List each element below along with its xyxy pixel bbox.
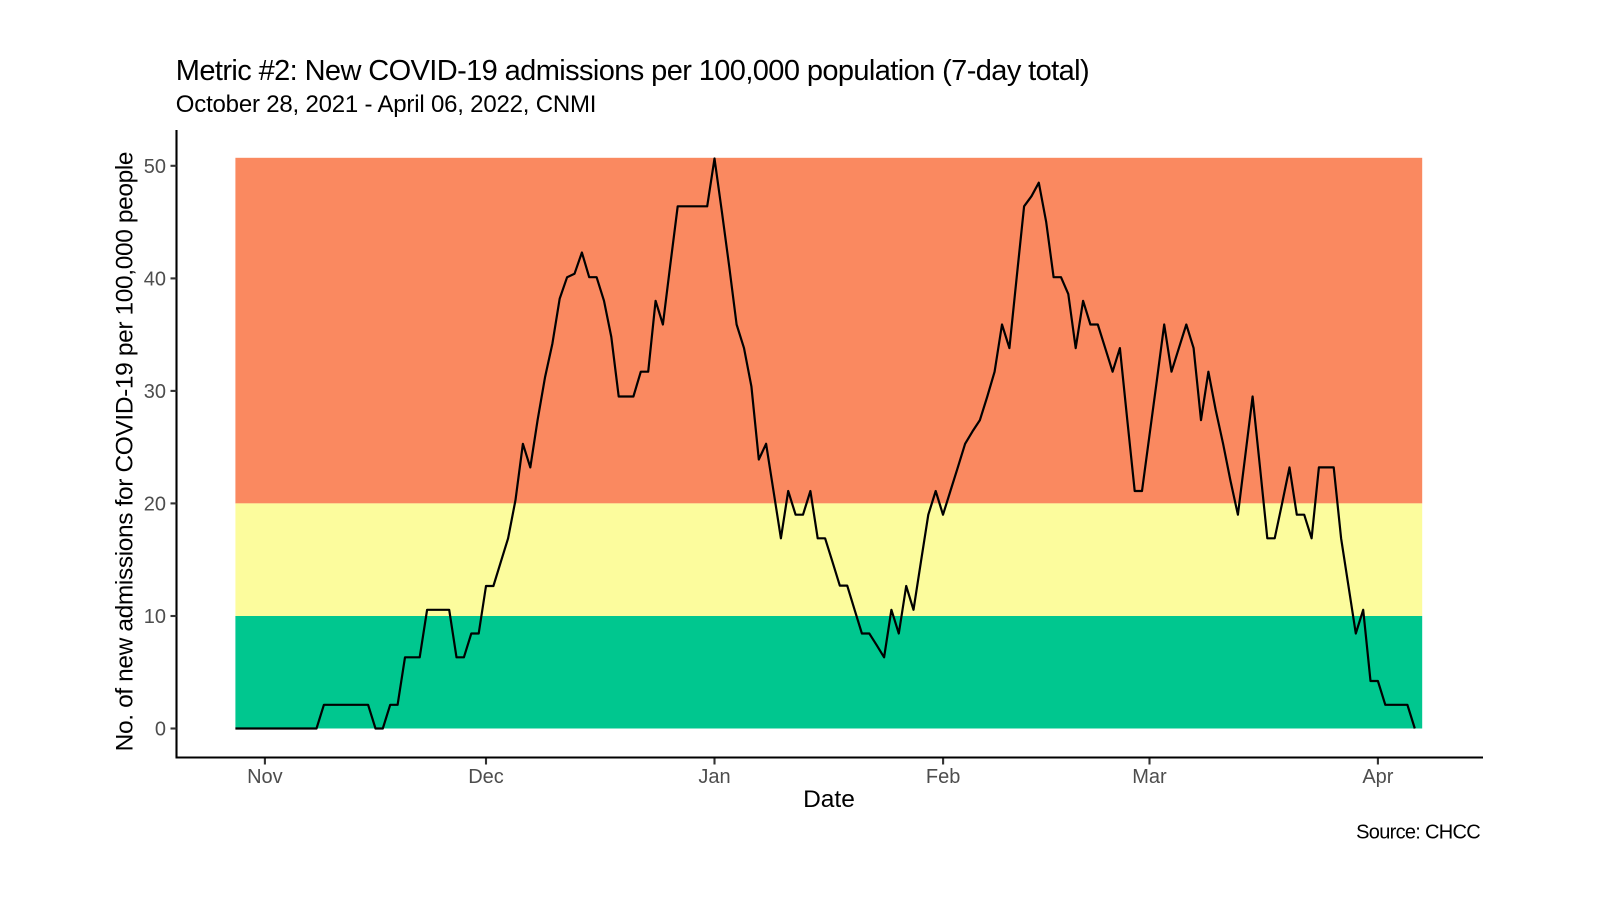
svg-text:Metric #2: New COVID-19 admiss: Metric #2: New COVID-19 admissions per 1…	[176, 55, 1089, 87]
svg-text:Dec: Dec	[468, 766, 504, 788]
svg-text:10: 10	[144, 606, 166, 628]
svg-text:20: 20	[144, 494, 166, 516]
svg-text:Jan: Jan	[698, 766, 730, 788]
svg-text:50: 50	[144, 156, 166, 178]
svg-text:40: 40	[144, 269, 166, 291]
svg-text:Date: Date	[803, 786, 855, 813]
svg-text:No. of new admissions for COVI: No. of new admissions for COVID-19 per 1…	[112, 152, 139, 752]
svg-text:30: 30	[144, 381, 166, 403]
svg-text:Apr: Apr	[1362, 766, 1393, 788]
svg-text:Mar: Mar	[1132, 766, 1167, 788]
svg-text:0: 0	[155, 719, 166, 741]
svg-text:Source: CHCC: Source: CHCC	[1356, 822, 1480, 844]
svg-text:October 28, 2021 - April 06, 2: October 28, 2021 - April 06, 2022, CNMI	[176, 91, 596, 118]
svg-text:Nov: Nov	[247, 766, 283, 788]
svg-text:Feb: Feb	[926, 766, 960, 788]
